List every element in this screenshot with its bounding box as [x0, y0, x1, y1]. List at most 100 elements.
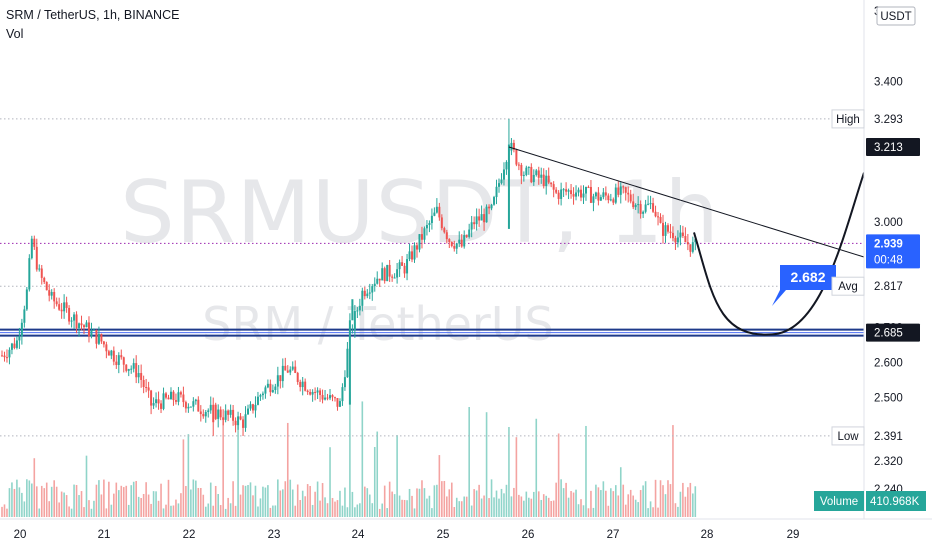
candle-body — [341, 387, 344, 402]
volume-bar — [659, 480, 662, 517]
volume-bar — [155, 491, 157, 517]
resistance-tag-value-box — [866, 138, 920, 157]
volume-bar — [63, 492, 65, 517]
volume-bar — [120, 485, 123, 517]
candle-body — [413, 245, 416, 260]
candle-body — [65, 302, 68, 308]
volume-bar — [478, 484, 480, 517]
candle-body — [112, 350, 115, 362]
volume-bar — [398, 495, 401, 517]
last-price-box — [866, 234, 920, 269]
volume-bar — [523, 500, 525, 517]
candle-body — [50, 292, 53, 296]
candle-body — [517, 164, 520, 166]
volume-bar — [441, 481, 443, 517]
volume-indicator-label[interactable]: Vol — [6, 27, 24, 41]
candle-body — [209, 404, 212, 411]
time-tick-label: 26 — [522, 529, 535, 541]
volume-bar — [662, 485, 664, 517]
volume-bar — [204, 506, 207, 517]
candle-body — [468, 229, 471, 237]
candle-body — [358, 305, 361, 311]
volume-bar — [570, 491, 572, 517]
volume-bar — [170, 505, 172, 517]
volume-bar — [428, 495, 431, 517]
volume-bar — [316, 481, 319, 517]
candle-body — [403, 265, 406, 274]
candle-body — [520, 164, 523, 176]
candle-body — [567, 190, 570, 192]
volume-bar — [535, 418, 538, 517]
projection-target-callout: 2.682 — [772, 265, 836, 306]
candle-body — [391, 276, 394, 278]
candle-body — [38, 268, 41, 270]
chart-legend: SRM / TetherUS, 1h, BINANCE Vol — [6, 6, 179, 44]
volume-bar — [386, 508, 388, 517]
candle-body — [3, 355, 6, 358]
candle-body — [80, 323, 83, 326]
candle-body — [575, 192, 578, 197]
volume-bar — [50, 486, 53, 517]
candle-body — [1, 355, 3, 357]
candle-body — [557, 192, 560, 199]
candle-body — [510, 142, 513, 151]
candle-body — [490, 204, 493, 209]
symbol-title[interactable]: SRM / TetherUS, 1h, BINANCE — [6, 8, 180, 22]
candle-body — [187, 406, 190, 409]
candle-body — [448, 239, 451, 242]
candle-body — [654, 211, 657, 217]
volume-bar — [254, 485, 257, 517]
volume-bar — [172, 505, 175, 517]
candle-body — [120, 355, 123, 358]
candle-body — [619, 186, 622, 195]
volume-bar — [498, 498, 500, 517]
volume-bar — [600, 490, 602, 517]
candle-body — [495, 186, 498, 198]
candle-body — [145, 387, 148, 389]
candle-body — [301, 381, 304, 388]
volume-bar — [629, 489, 632, 517]
candle-body — [321, 394, 324, 400]
volume-bar — [383, 485, 386, 517]
candle-body — [87, 322, 90, 337]
candle-body — [251, 404, 254, 411]
candle-body — [132, 363, 135, 369]
candle-body — [502, 169, 505, 180]
volume-bar — [70, 508, 73, 517]
volume-bar — [406, 500, 408, 517]
volume-bar — [35, 486, 38, 517]
candle-body — [530, 166, 533, 183]
volume-bar — [214, 485, 217, 517]
volume-bar — [557, 433, 560, 517]
candle-body — [234, 420, 237, 426]
volume-bar — [495, 490, 498, 517]
candle-body — [368, 292, 371, 294]
volume-bar — [582, 505, 585, 517]
candle-body — [326, 397, 329, 399]
candle-body — [527, 166, 530, 168]
candle-body — [572, 194, 575, 197]
volume-bar — [55, 486, 58, 517]
candle-body — [284, 365, 287, 371]
volume-bar — [356, 504, 359, 517]
candle-body — [306, 390, 309, 393]
candle-body — [500, 179, 503, 184]
volume-bar — [157, 500, 160, 517]
candle-body — [165, 393, 168, 398]
candle-body — [381, 268, 384, 281]
volume-bar — [279, 490, 282, 517]
volume-bar — [249, 482, 252, 517]
volume-bar — [269, 507, 272, 517]
projected-path-curve — [693, 172, 865, 336]
candle-body — [483, 214, 486, 223]
candle-body — [30, 238, 33, 259]
volume-bar — [488, 498, 490, 517]
high-tag-label-box — [831, 109, 865, 129]
candle-body — [264, 387, 267, 394]
candle-body — [217, 409, 220, 419]
candle-body — [684, 236, 687, 243]
volume-bar — [45, 482, 48, 517]
volume-bar — [137, 496, 140, 517]
